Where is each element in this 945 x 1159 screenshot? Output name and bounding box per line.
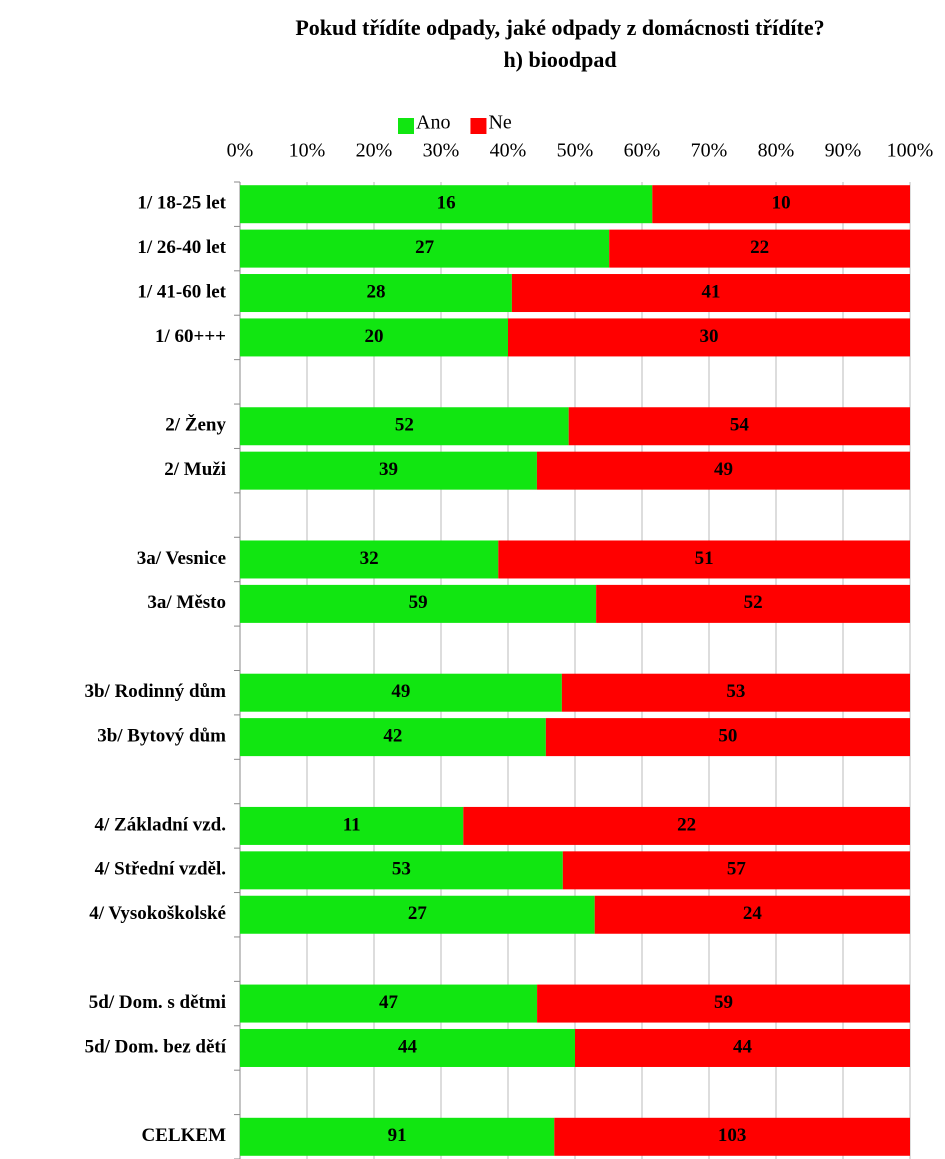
x-tick-label: 20% [356, 140, 393, 162]
data-label: 42 [383, 725, 402, 746]
data-label: 10 [772, 193, 791, 214]
bar [463, 806, 910, 845]
data-label: 49 [391, 681, 410, 702]
data-label: 103 [718, 1125, 747, 1146]
data-label: 27 [408, 903, 428, 924]
data-label: 27 [415, 237, 435, 258]
data-label: 52 [744, 592, 763, 613]
bar [240, 407, 569, 446]
x-tick-label: 50% [557, 140, 594, 162]
data-label: 22 [750, 237, 769, 258]
bar [240, 540, 499, 579]
y-tick-label: 1/ 26-40 let [137, 237, 226, 258]
bar [240, 673, 562, 712]
bar [240, 229, 610, 268]
legend-swatch [470, 118, 487, 134]
data-label: 57 [727, 859, 747, 880]
bar [554, 1117, 910, 1156]
bar [511, 274, 910, 313]
data-label: 30 [700, 326, 719, 347]
data-label: 53 [726, 681, 745, 702]
legend-swatch [398, 118, 414, 134]
x-tick-label: 70% [691, 140, 728, 162]
x-tick-label: 40% [490, 140, 527, 162]
y-tick-label: 2/ Muži [164, 459, 226, 480]
y-tick-label: 1/ 41-60 let [137, 281, 226, 302]
data-label: 49 [714, 459, 733, 480]
data-label: 47 [379, 992, 399, 1013]
y-tick-label: 1/ 60+++ [155, 326, 226, 347]
x-tick-label: 60% [624, 140, 661, 162]
data-label: 52 [395, 415, 414, 436]
x-tick-label: 10% [289, 140, 326, 162]
bar [575, 1028, 910, 1067]
bar [240, 451, 537, 490]
x-tick-label: 90% [825, 140, 862, 162]
bar [240, 1028, 575, 1067]
y-tick-label: 4/ Střední vzděl. [95, 859, 226, 880]
bar [240, 718, 546, 757]
x-tick-label: 30% [423, 140, 460, 162]
bar [240, 274, 512, 313]
y-tick-label: 3b/ Rodinný dům [84, 681, 226, 702]
data-label: 11 [343, 814, 361, 835]
data-label: 54 [730, 415, 750, 436]
bar [537, 984, 910, 1023]
bar [240, 584, 597, 623]
bar [562, 851, 910, 890]
bar [609, 229, 910, 268]
y-tick-label: 5d/ Dom. s dětmi [89, 992, 226, 1013]
bar [508, 318, 910, 357]
data-label: 59 [714, 992, 733, 1013]
data-label: 39 [379, 459, 398, 480]
bar [498, 540, 910, 579]
y-tick-label: 3a/ Vesnice [137, 548, 226, 569]
x-tick-label: 80% [758, 140, 795, 162]
data-label: 28 [366, 281, 385, 302]
bar [240, 318, 508, 357]
data-label: 44 [398, 1036, 418, 1057]
y-tick-label: 5d/ Dom. bez dětí [85, 1036, 227, 1057]
y-tick-label: 1/ 18-25 let [137, 193, 226, 214]
data-label: 59 [409, 592, 428, 613]
data-label: 44 [733, 1036, 753, 1057]
bar [240, 806, 464, 845]
bar [561, 673, 910, 712]
y-tick-label: 2/ Ženy [165, 414, 226, 436]
chart-title: Pokud třídíte odpady, jaké odpady z domá… [295, 15, 824, 40]
bar [652, 185, 910, 224]
bar [568, 407, 910, 446]
data-label: 32 [360, 548, 379, 569]
bar [594, 895, 910, 934]
data-label: 41 [701, 281, 720, 302]
data-label: 51 [695, 548, 714, 569]
chart-subtitle: h) bioodpad [503, 47, 616, 72]
bar [240, 851, 563, 890]
data-label: 22 [677, 814, 696, 835]
data-label: 53 [392, 859, 411, 880]
bar [240, 1117, 555, 1156]
data-label: 91 [388, 1125, 407, 1146]
x-tick-label: 100% [887, 140, 934, 162]
bar [545, 718, 910, 757]
y-tick-label: 4/ Základní vzd. [95, 814, 226, 835]
x-tick-label: 0% [227, 140, 254, 162]
bar [240, 895, 595, 934]
legend-label: Ne [488, 112, 511, 134]
bar [596, 584, 910, 623]
data-label: 16 [437, 193, 456, 214]
legend-label: Ano [416, 112, 450, 134]
bar [240, 984, 538, 1023]
y-tick-label: 3a/ Město [147, 592, 226, 613]
y-tick-label: CELKEM [142, 1125, 227, 1146]
y-tick-label: 4/ Vysokoškolské [89, 903, 226, 924]
data-label: 24 [743, 903, 763, 924]
data-label: 50 [718, 725, 737, 746]
data-label: 20 [365, 326, 384, 347]
bar [240, 185, 653, 224]
bar [536, 451, 910, 490]
y-tick-label: 3b/ Bytový dům [97, 725, 226, 746]
